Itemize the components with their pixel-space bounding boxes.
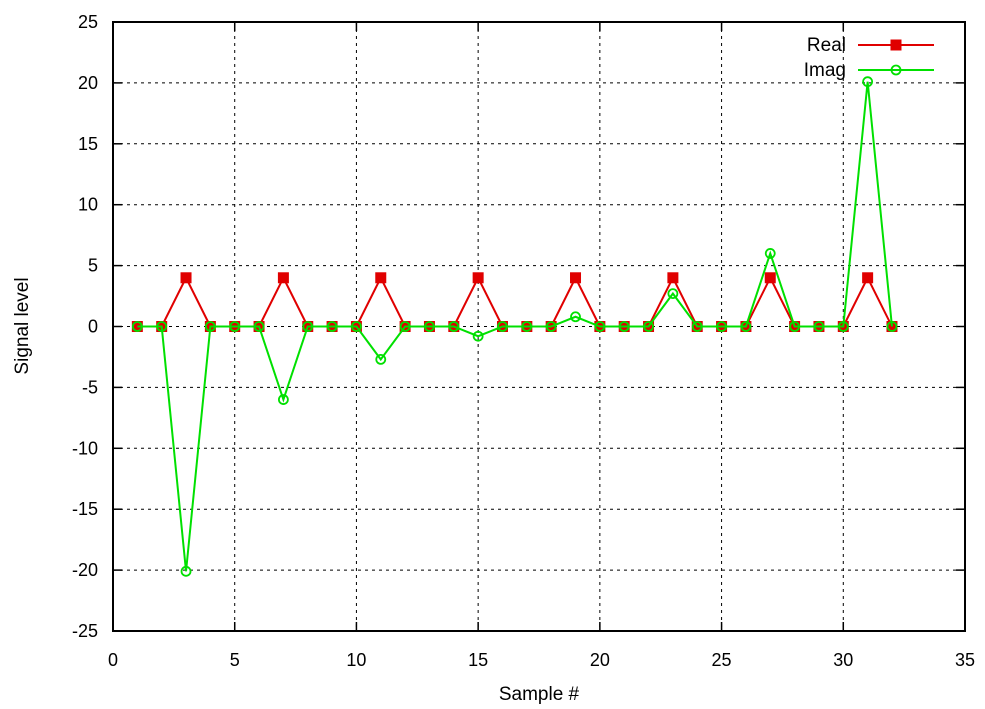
y-tick-label: -5 [82, 377, 98, 397]
data-point [253, 321, 265, 332]
x-tick-label: 15 [468, 650, 488, 670]
legend-entry-imag: Imag [804, 60, 934, 81]
data-point [131, 321, 143, 332]
data-point [521, 321, 533, 332]
data-point [204, 321, 216, 332]
data-point [302, 321, 314, 332]
x-tick-label: 20 [590, 650, 610, 670]
data-point [180, 272, 192, 284]
series-real [131, 272, 898, 332]
data-point [667, 288, 679, 300]
y-tick-label: 0 [88, 317, 98, 337]
data-point [180, 565, 192, 577]
data-point [497, 321, 508, 332]
legend-marker [890, 64, 902, 76]
legend-label: Real [807, 35, 846, 56]
series-layer [131, 76, 898, 577]
data-point [618, 321, 630, 332]
data-point [886, 321, 898, 332]
data-point [667, 272, 679, 284]
data-point [764, 272, 776, 284]
tick-labels: 0 5 10 15 20 25 30 35 -25 -20 -15 -10 -5 0 5 10 15 20 25 [72, 12, 975, 670]
y-tick-label: -20 [72, 560, 98, 580]
data-point [643, 321, 654, 332]
data-point [277, 272, 289, 284]
legend-entry-real: Real [807, 35, 934, 56]
data-point [472, 330, 484, 342]
data-point [837, 321, 849, 332]
data-point [424, 321, 435, 332]
legend-marker [890, 39, 902, 51]
data-point [545, 321, 557, 332]
x-tick-label: 25 [712, 650, 732, 670]
x-tick-label: 30 [833, 650, 853, 670]
data-point [764, 248, 776, 259]
data-point [789, 321, 800, 332]
legend-label: Imag [804, 60, 846, 81]
data-point [862, 76, 874, 88]
data-point [813, 321, 825, 332]
y-tick-label: 25 [78, 12, 98, 32]
data-point [740, 321, 752, 332]
data-point [448, 321, 460, 332]
data-point [862, 272, 874, 284]
data-point [399, 321, 411, 332]
data-point [594, 321, 606, 332]
plot-frame [112, 21, 966, 632]
x-tick-label: 0 [108, 650, 118, 670]
data-point [472, 272, 484, 284]
data-point [375, 353, 387, 365]
y-tick-label: -15 [72, 499, 98, 519]
series-line [137, 275, 893, 328]
x-axis-label: Sample # [499, 684, 580, 705]
y-tick-label: -10 [72, 438, 98, 458]
data-point [156, 321, 168, 332]
y-tick-label: 5 [88, 256, 98, 276]
x-tick-label: 35 [955, 650, 975, 670]
series-line [137, 81, 893, 572]
y-tick-label: 15 [78, 134, 98, 154]
data-point [691, 321, 703, 332]
data-point [351, 321, 362, 332]
data-point [326, 321, 338, 332]
data-point [570, 311, 581, 323]
y-tick-label: -25 [72, 621, 98, 641]
x-tick-label: 5 [230, 650, 240, 670]
data-point [277, 394, 289, 405]
y-tick-label: 20 [78, 73, 98, 93]
data-point [375, 272, 387, 284]
y-axis-label: Signal level [12, 277, 33, 374]
data-point [716, 321, 727, 332]
data-point [229, 321, 241, 332]
y-tick-label: 10 [78, 195, 98, 215]
data-point [570, 272, 582, 284]
x-tick-label: 10 [346, 650, 366, 670]
legend: Real Imag [804, 35, 934, 81]
series-imag [131, 76, 898, 577]
